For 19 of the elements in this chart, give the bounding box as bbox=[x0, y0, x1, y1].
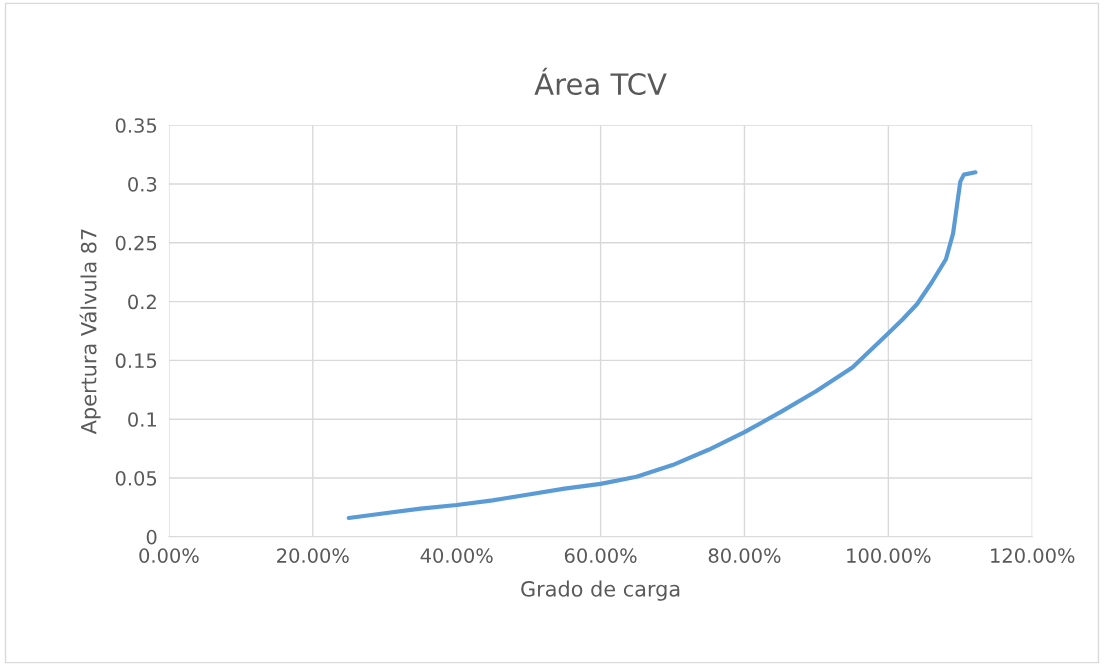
y-tick-label: 0.2 bbox=[128, 294, 156, 310]
x-tick-label: 0.00% bbox=[139, 548, 199, 563]
y-tick-label: 0.35 bbox=[115, 118, 157, 133]
x-tick-label: 80.00% bbox=[708, 548, 781, 563]
x-tick-label: 120.00% bbox=[991, 548, 1075, 563]
y-tick-label: 0 bbox=[146, 529, 157, 545]
line-series bbox=[346, 170, 978, 521]
y-tick-label: 0.1 bbox=[128, 412, 157, 427]
x-axis-title: Grado de carga bbox=[521, 580, 680, 601]
y-axis-title: Apertura Válvula 87 bbox=[79, 229, 101, 435]
y-tick-label: 0.3 bbox=[128, 176, 157, 192]
x-tick-label: 40.00% bbox=[420, 548, 493, 563]
y-tick-label: 0.15 bbox=[115, 353, 157, 369]
y-tick-label: 0.05 bbox=[115, 470, 157, 486]
y-tick-label: 0.25 bbox=[115, 235, 157, 251]
x-tick-label: 100.00% bbox=[847, 548, 931, 563]
x-tick-label: 20.00% bbox=[277, 548, 349, 563]
x-tick-label: 60.00% bbox=[564, 548, 637, 563]
chart-title: Área TCV bbox=[534, 67, 667, 96]
